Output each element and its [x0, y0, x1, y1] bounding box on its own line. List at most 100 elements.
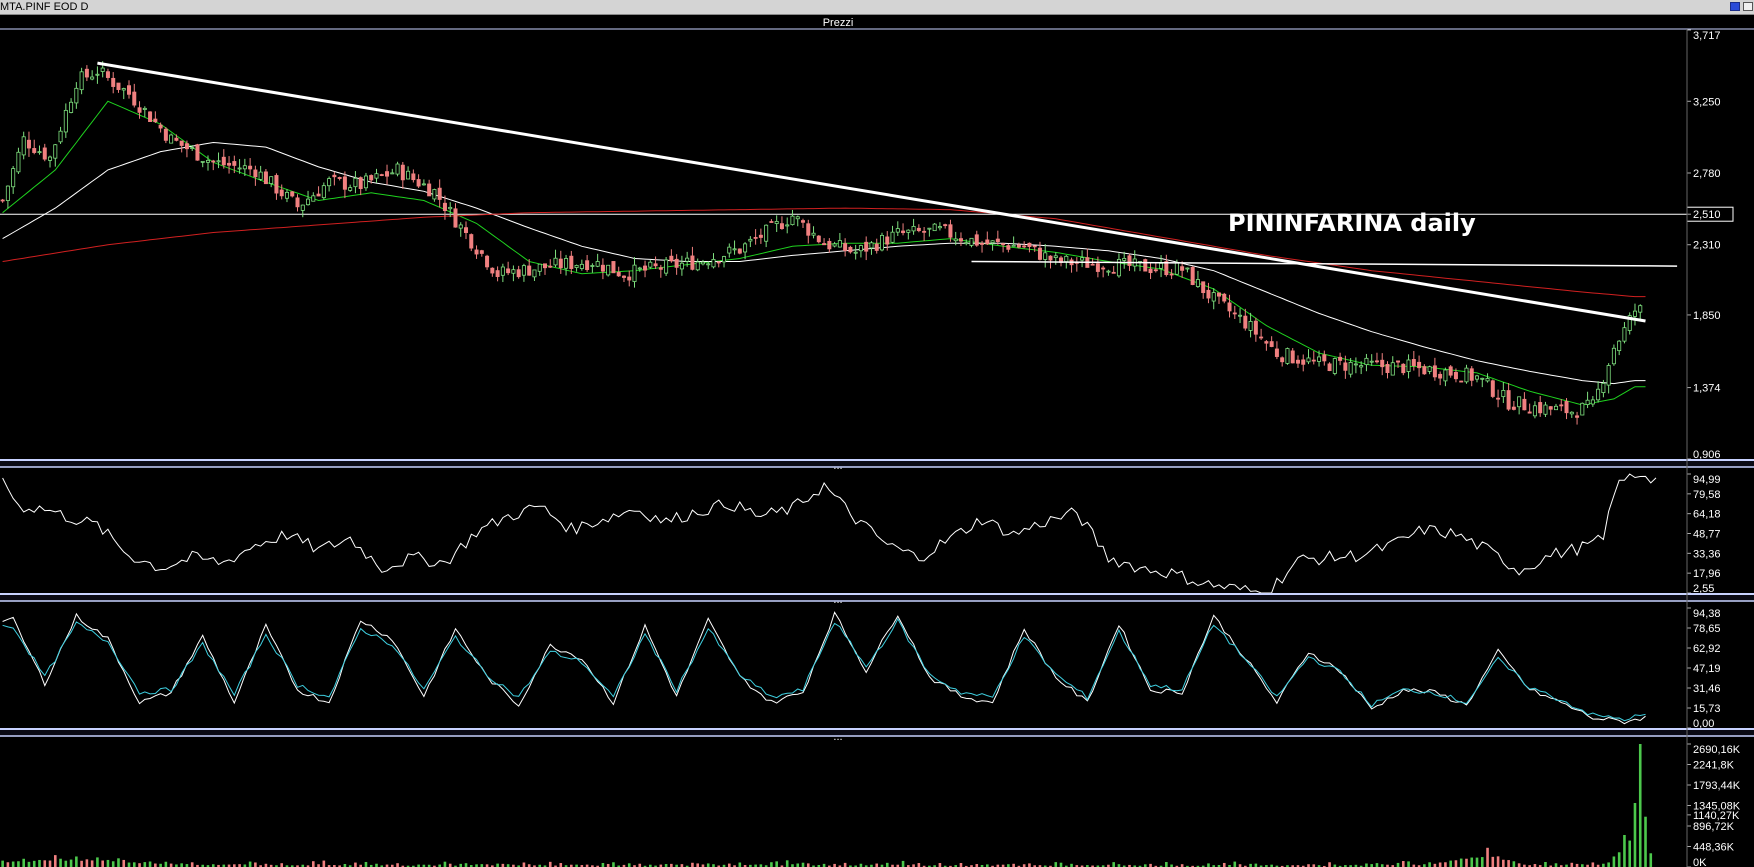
- candle-body: [664, 259, 669, 274]
- volume-bar: [96, 857, 99, 867]
- candle-body: [1206, 289, 1211, 299]
- volume-bar: [1333, 864, 1337, 867]
- candle-body: [1011, 244, 1016, 247]
- candle-body: [95, 73, 100, 76]
- volume-bar: [1165, 862, 1168, 867]
- candle-body: [369, 175, 374, 181]
- volume-bar: [1259, 865, 1263, 867]
- volume-bar: [1559, 865, 1563, 867]
- volume-bar: [585, 864, 589, 867]
- candle-body: [932, 223, 937, 232]
- candle-body: [690, 255, 695, 270]
- volume-bar: [296, 865, 299, 867]
- volume-bar: [138, 863, 141, 867]
- tick-label: 1345,08K: [1693, 801, 1741, 813]
- candle-body: [1374, 360, 1379, 363]
- volume-bar: [1323, 865, 1326, 867]
- volume-bar: [817, 864, 821, 867]
- tick-label: 2,780: [1693, 168, 1721, 180]
- volume-bar: [643, 865, 647, 867]
- volume-bar: [1412, 864, 1416, 867]
- candle-body: [806, 223, 811, 236]
- candle-body: [711, 258, 716, 268]
- volume-bar: [1386, 864, 1389, 867]
- volume-bar: [6, 862, 10, 867]
- candle-body: [327, 178, 332, 187]
- volume-bar: [1307, 864, 1310, 867]
- tick-label: 2,55: [1693, 583, 1714, 595]
- volume-bar: [954, 865, 958, 867]
- window-close-button[interactable]: [1743, 2, 1753, 11]
- volume-bar: [222, 864, 226, 867]
- candle-body: [790, 215, 795, 226]
- volume-bar: [1149, 863, 1152, 867]
- candle-body: [63, 109, 68, 133]
- volume-bar: [1143, 864, 1147, 867]
- volume-bar: [106, 859, 110, 867]
- candle-body: [53, 144, 58, 159]
- candle-body: [1269, 341, 1274, 347]
- candle-body: [1548, 406, 1553, 410]
- candle-body: [1043, 252, 1048, 260]
- sma_mid-line: [2, 141, 1646, 385]
- volume-bar: [338, 865, 341, 867]
- volume-bar: [885, 862, 889, 867]
- volume-bar: [896, 864, 900, 867]
- candle-body: [874, 243, 879, 251]
- candle-body: [84, 68, 89, 78]
- volume-bar: [159, 863, 162, 867]
- candle-body: [1243, 315, 1248, 329]
- volume-bar: [1001, 864, 1005, 867]
- volume-bar: [980, 864, 984, 867]
- volume-bar: [638, 863, 642, 867]
- candle-body: [1601, 382, 1606, 394]
- volume-bar: [1080, 865, 1084, 867]
- volume-bar: [238, 864, 241, 867]
- volume-bar: [849, 865, 852, 867]
- volume-bar: [1222, 862, 1226, 867]
- volume-bar: [596, 865, 599, 867]
- volume-bar: [164, 861, 168, 867]
- candle-body: [764, 224, 769, 242]
- tick-label: 1,850: [1693, 310, 1721, 322]
- candle-body: [753, 237, 758, 239]
- volume-bar: [1496, 856, 1500, 867]
- candle-body: [1027, 242, 1032, 248]
- candle-body: [1485, 378, 1490, 382]
- candle-body: [1106, 270, 1111, 273]
- panel-separator: [0, 459, 1754, 467]
- volume-bar: [1565, 864, 1568, 867]
- candle-body: [1580, 402, 1585, 416]
- volume-bar: [706, 863, 710, 867]
- volume-bar: [622, 864, 626, 867]
- volume-bar: [1301, 865, 1305, 867]
- volume-bar: [1575, 863, 1579, 867]
- volume-bar: [1465, 858, 1468, 867]
- volume-bar: [233, 864, 236, 867]
- candle-body: [258, 171, 263, 180]
- volume-bar: [891, 864, 894, 867]
- volume-bar: [1528, 865, 1531, 867]
- volume-bar: [75, 856, 78, 867]
- volume-bar: [1401, 861, 1405, 867]
- candle-body: [485, 255, 490, 268]
- candle-body: [274, 175, 279, 194]
- volume-bar: [1638, 744, 1642, 867]
- candle-body: [427, 183, 432, 197]
- candle-body: [311, 195, 316, 202]
- candle-body: [832, 243, 837, 247]
- volume-bar: [427, 864, 431, 867]
- price-panel: 3,717 3,250 2,780 2,510 2,310 1,850 1,374 0,906: [0, 29, 1734, 461]
- volume-bar: [1349, 865, 1352, 867]
- volume-bar: [1433, 863, 1437, 867]
- candle-body: [1222, 293, 1227, 302]
- volume-bar: [11, 861, 15, 867]
- candle-body: [1543, 404, 1548, 415]
- volume-bar: [117, 858, 120, 867]
- window-color-button[interactable]: [1730, 2, 1740, 11]
- candle-body: [395, 163, 400, 175]
- volume-bar: [111, 861, 115, 867]
- volume-bar: [433, 865, 436, 867]
- candle-body: [590, 265, 595, 267]
- candle-body: [537, 263, 542, 272]
